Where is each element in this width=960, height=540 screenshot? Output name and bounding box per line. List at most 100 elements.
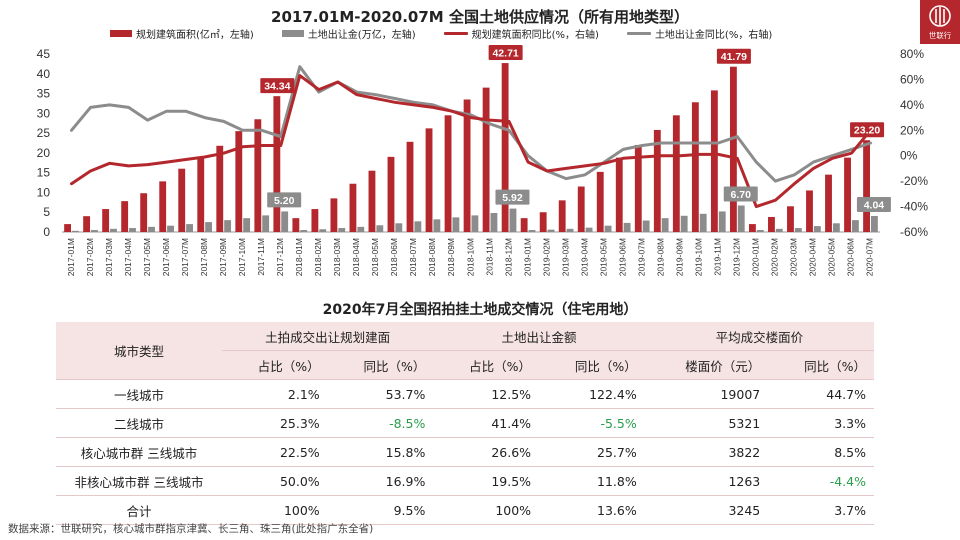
x-tick-label: 2018-05M	[370, 238, 380, 276]
bar-building-area	[596, 171, 604, 232]
x-tick-label: 2017-09M	[218, 238, 228, 276]
x-tick-label: 2018-02M	[313, 238, 323, 276]
header-group-revenue: 土地出让金额	[433, 322, 645, 351]
x-tick-label: 2018-06M	[389, 238, 399, 276]
bar-land-revenue	[243, 218, 251, 232]
table-cell: 19.5%	[433, 466, 540, 496]
bar-building-area	[292, 218, 300, 232]
total-cell: 100%	[222, 495, 328, 525]
total-cell: 9.5%	[327, 495, 434, 525]
x-tick-label: 2017-07M	[180, 238, 190, 276]
table-cell: 3.3%	[768, 408, 874, 438]
city-type-cell: 核心城市群 三线城市	[56, 437, 222, 467]
bar-land-revenue	[737, 205, 745, 232]
bar-land-revenue	[585, 227, 593, 232]
bar-land-revenue	[547, 229, 555, 232]
x-tick-label: 2020-05M	[827, 238, 837, 276]
table-cell: 2.1%	[222, 379, 328, 409]
x-tick-label: 2019-02M	[541, 238, 551, 276]
y-left-tick-label: 5	[43, 205, 50, 219]
bar-building-area	[311, 209, 319, 232]
bar-land-revenue	[433, 219, 441, 232]
logo-text: 世联行	[928, 31, 952, 40]
table-cell: 25.3%	[222, 408, 328, 438]
data-label: 41.79	[721, 51, 747, 63]
x-tick-label: 2019-07M	[636, 238, 646, 276]
y-left-tick-label: 20	[37, 146, 51, 160]
table-cell: 12.5%	[433, 379, 540, 409]
bar-land-revenue	[300, 230, 308, 232]
bar-land-revenue	[338, 228, 346, 232]
bar-building-area	[140, 193, 148, 232]
x-tick-label: 2018-12M	[503, 238, 513, 276]
table-row: 核心城市群 三线城市 22.5% 15.8% 26.6% 25.7% 3822 8.5%	[56, 437, 874, 467]
bar-land-revenue	[319, 229, 327, 232]
city-type-cell: 一线城市	[56, 379, 222, 409]
data-label: 4.04	[864, 200, 885, 212]
x-tick-label: 2018-10M	[465, 238, 475, 276]
bar-land-revenue	[813, 226, 821, 232]
chart-legend: 规划建筑面积(亿㎡，左轴) 土地出让金(万亿，左轴) 规划建筑面积同比(%，右轴…	[110, 26, 800, 41]
x-tick-label: 2017-01M	[66, 238, 76, 276]
bar-land-revenue	[718, 211, 726, 232]
line-area-yoy	[70, 74, 872, 209]
data-label: 6.70	[731, 189, 752, 201]
brand-logo: 世联行	[920, 0, 960, 44]
bar-building-area	[444, 115, 452, 232]
data-label-box	[495, 189, 530, 205]
table-cell: 15.8%	[327, 437, 434, 467]
bar-land-revenue	[623, 222, 631, 232]
x-tick-label: 2017-05M	[142, 238, 152, 276]
x-tick-label: 2019-09M	[675, 238, 685, 276]
table-cell: 19007	[644, 379, 769, 409]
bar-building-area	[235, 131, 243, 232]
bar-building-area	[825, 174, 832, 232]
x-tick-label: 2018-09M	[446, 238, 456, 276]
table-cell: 25.7%	[539, 437, 645, 467]
x-tick-label: 2017-02M	[85, 238, 95, 276]
bar-land-revenue	[471, 215, 479, 232]
x-tick-label: 2018-03M	[332, 238, 342, 276]
y-right-tick-label: -20%	[900, 174, 928, 188]
bar-land-revenue	[680, 215, 688, 232]
bar-building-area	[501, 63, 509, 232]
bar-building-area	[710, 90, 718, 232]
table-cell: 41.4%	[433, 408, 540, 438]
table-row: 一线城市 2.1% 53.7% 12.5% 122.4% 19007 44.7%	[56, 379, 874, 409]
bar-building-area	[729, 66, 737, 233]
bar-building-area	[768, 216, 775, 232]
total-cell: 3245	[644, 495, 769, 525]
x-tick-label: 2018-01M	[294, 238, 304, 276]
bar-building-area	[368, 170, 376, 232]
total-cell: 3.7%	[768, 495, 874, 525]
data-source-note: 数据来源：世联研究，核心城市群指京津冀、长三角、珠三角(此处指广东全省)	[8, 523, 374, 535]
y-left-tick-label: 35	[37, 87, 51, 101]
x-tick-label: 2017-12M	[275, 238, 285, 276]
bar-land-revenue	[490, 213, 498, 232]
x-tick-label: 2019-01M	[522, 238, 532, 276]
bar-land-revenue	[224, 220, 232, 232]
data-label: 23.20	[854, 125, 880, 137]
header-group-area: 土拍成交出让规划建面	[222, 322, 434, 351]
x-tick-label: 2017-04M	[123, 238, 133, 276]
x-tick-label: 2020-06M	[846, 238, 856, 276]
x-tick-label: 2019-11M	[713, 238, 723, 276]
x-tick-label: 2017-10M	[237, 238, 247, 276]
bar-building-area	[121, 201, 129, 232]
city-type-cell: 二线城市	[56, 408, 222, 438]
bar-building-area	[273, 96, 281, 232]
bar-building-area	[539, 212, 547, 232]
bar-land-revenue	[756, 230, 764, 232]
bar-land-revenue	[395, 223, 403, 232]
bar-building-area	[425, 128, 433, 232]
table-cell: -4.4%	[768, 466, 874, 496]
total-cell: 13.6%	[539, 495, 645, 525]
x-tick-label: 2019-08M	[655, 238, 665, 276]
bar-building-area	[406, 141, 414, 232]
bar-building-area	[463, 99, 471, 232]
bar-building-area	[577, 186, 585, 232]
bar-building-area	[863, 140, 870, 232]
header-group-price: 平均成交楼面价	[644, 322, 874, 351]
bar-building-area	[254, 119, 262, 232]
y-left-tick-label: 25	[37, 126, 51, 140]
